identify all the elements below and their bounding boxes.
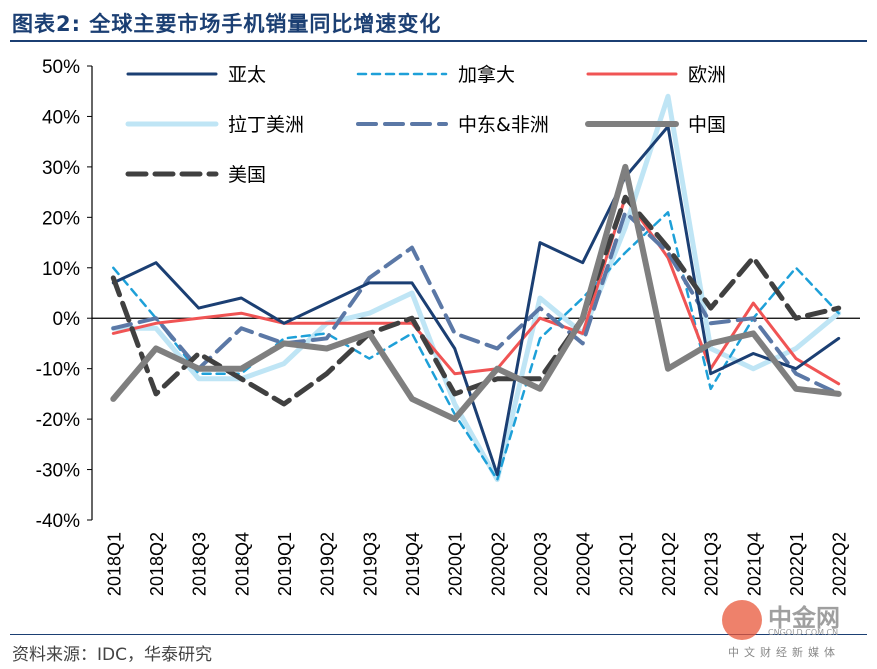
- watermark-subtitle: 中文财经新媒体: [728, 646, 840, 659]
- y-tick-label: 10%: [42, 259, 80, 280]
- y-tick-label: 50%: [42, 57, 80, 78]
- legend-label: 欧洲: [688, 64, 726, 86]
- series-line-5: [110, 163, 842, 423]
- chart-title: 图表2: 全球主要市场手机销量同比增速变化: [12, 12, 442, 36]
- legend-label: 中国: [688, 114, 726, 136]
- line-chart: -40% -30% -20% -10% 0% 10% 20% 30% 40% 50% 2018Q1 2…: [36, 57, 860, 596]
- x-tick-label: 2018Q3: [190, 532, 210, 596]
- y-tick-label: -40%: [36, 511, 80, 532]
- y-tick-label: -10%: [36, 360, 80, 381]
- x-tick-label: 2020Q3: [531, 532, 551, 596]
- y-tick-label: 30%: [42, 158, 80, 179]
- x-tick-label: 2020Q2: [488, 532, 508, 596]
- y-tick-label: -30%: [36, 461, 80, 482]
- x-tick-label: 2020Q4: [574, 532, 594, 596]
- watermark: 中金网 CNGOLD.COM.CN 中文财经新媒体: [722, 598, 872, 660]
- x-tick-label: 2022Q1: [787, 532, 807, 596]
- series-line-0: [111, 125, 841, 477]
- legend-label: 美国: [228, 164, 266, 186]
- series-line-6: [110, 194, 842, 407]
- x-tick-label: 2021Q2: [659, 532, 679, 596]
- legend-label: 中东&非洲: [458, 114, 549, 136]
- watermark-url: CNGOLD.COM.CN: [768, 628, 839, 637]
- x-tick-label: 2021Q1: [616, 532, 636, 596]
- x-tick-label: 2022Q2: [830, 532, 850, 596]
- watermark-name: 中金网: [768, 604, 840, 632]
- watermark-logo-icon: [722, 600, 762, 640]
- x-tick-label: 2019Q2: [318, 532, 338, 596]
- legend-label: 加拿大: [458, 63, 515, 86]
- x-tick-label: 2018Q2: [147, 532, 167, 596]
- x-tick-label: 2020Q1: [446, 532, 466, 596]
- series-line-2: [111, 195, 841, 386]
- legend-label: 亚太: [228, 64, 266, 86]
- y-tick-label: -20%: [36, 410, 80, 431]
- x-tick-label: 2021Q4: [744, 532, 764, 596]
- source-divider: [10, 634, 867, 635]
- series-line-3: [110, 93, 842, 483]
- x-tick-label: 2018Q4: [232, 532, 252, 596]
- legend-label: 拉丁美洲: [228, 114, 304, 136]
- x-tick-label: 2019Q1: [275, 532, 295, 596]
- y-tick-label: 40%: [42, 107, 80, 128]
- series-line-4: [111, 210, 841, 396]
- x-tick-label: 2021Q3: [702, 532, 722, 596]
- y-tick-label: 0%: [53, 309, 81, 330]
- title-divider: [10, 40, 867, 42]
- y-tick-label: 20%: [42, 208, 80, 229]
- x-tick-label: 2019Q4: [403, 532, 423, 596]
- x-tick-label: 2018Q1: [104, 532, 124, 596]
- x-tick-label: 2019Q3: [360, 532, 380, 596]
- source-note: 资料来源：IDC，华泰研究: [12, 645, 212, 665]
